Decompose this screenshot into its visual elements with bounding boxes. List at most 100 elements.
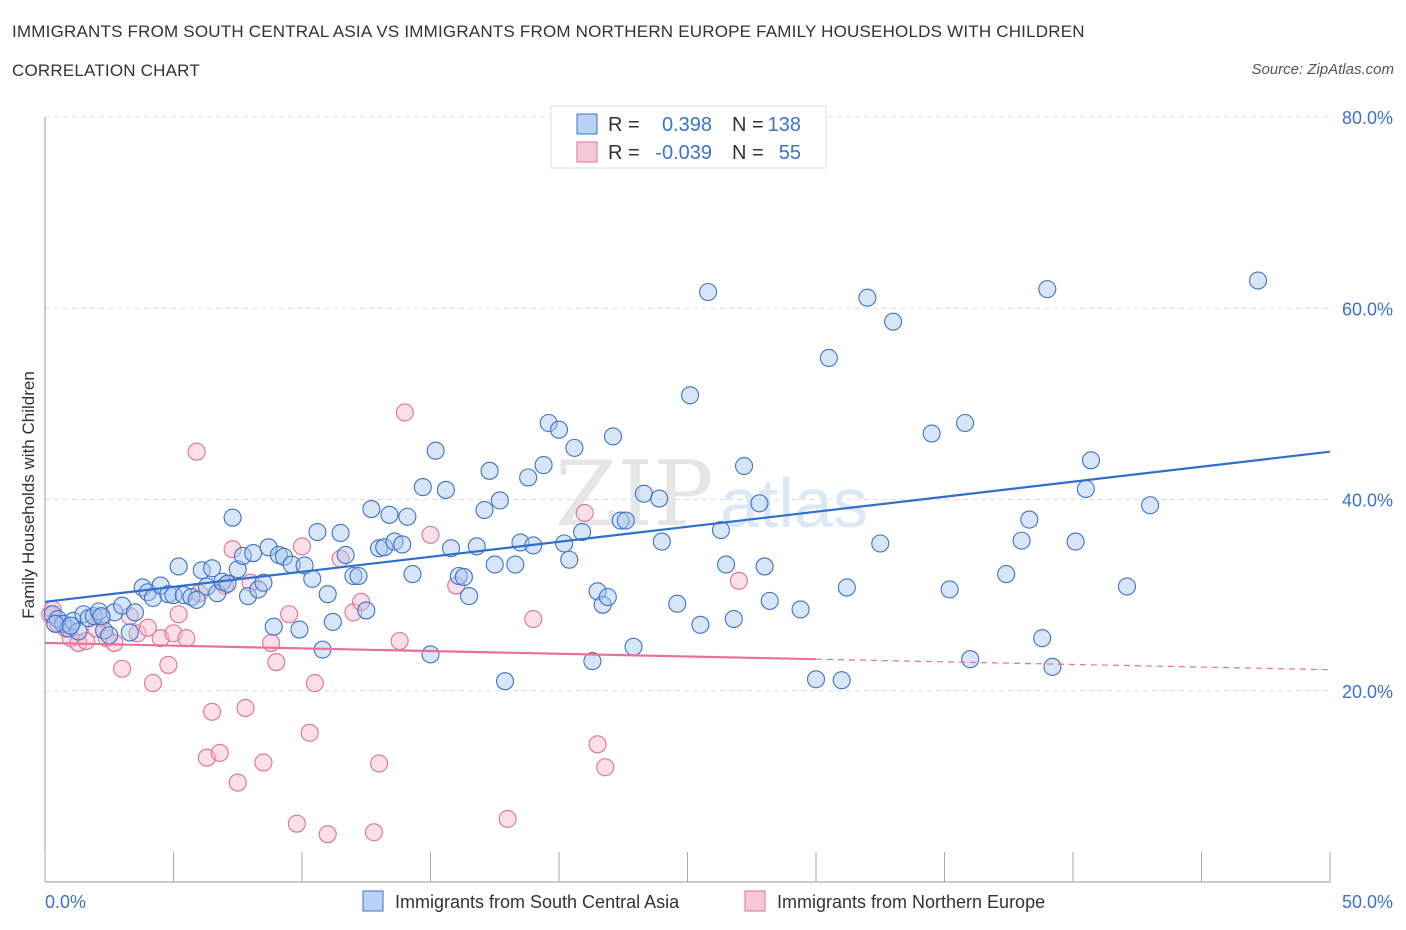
data-point <box>539 413 558 433</box>
data-point <box>603 427 623 446</box>
data-point <box>650 489 669 508</box>
data-point <box>264 617 283 636</box>
data-point <box>442 539 461 558</box>
y-tick-label: 80.0% <box>1342 108 1393 128</box>
data-point <box>187 442 206 461</box>
y-tick-label: 40.0% <box>1342 491 1393 511</box>
data-point <box>598 587 617 607</box>
bottom-legend-label-blue: Immigrants from South Central Asia <box>395 892 680 912</box>
data-point <box>403 565 422 584</box>
data-point <box>143 674 162 693</box>
data-point <box>922 424 941 443</box>
data-point <box>413 478 432 497</box>
data-point <box>1081 451 1101 470</box>
watermark: ZIP atlas <box>555 442 868 547</box>
data-point <box>318 825 337 844</box>
data-point <box>485 555 504 574</box>
data-point <box>295 556 314 575</box>
data-point <box>1012 531 1031 550</box>
data-point <box>292 537 312 556</box>
legend-n-value-pink: 55 <box>779 142 801 164</box>
watermark-zip: ZIP <box>555 442 714 547</box>
trend-lines <box>44 450 1331 671</box>
data-point <box>1020 510 1039 529</box>
y-axis-label: Family Households with Children <box>19 371 38 619</box>
data-point <box>1141 496 1160 515</box>
data-point <box>449 566 468 586</box>
data-point <box>336 545 355 565</box>
data-point <box>95 621 114 640</box>
top-legend: R = 0.398 N = 138 R = -0.039 N = 55 <box>550 105 827 169</box>
data-point <box>634 484 653 503</box>
data-point <box>624 637 643 656</box>
data-point <box>352 592 371 611</box>
data-point <box>223 508 242 527</box>
data-point <box>871 534 890 553</box>
data-point <box>364 823 384 842</box>
data-point <box>203 702 222 721</box>
data-point <box>344 566 363 586</box>
legend-n-value-blue: 138 <box>768 114 801 136</box>
data-point <box>233 546 252 565</box>
watermark-atlas: atlas <box>720 464 868 542</box>
data-point <box>113 659 132 678</box>
data-point <box>699 282 718 302</box>
data-point <box>370 754 389 773</box>
chart-subtitle: CORRELATION CHART <box>12 61 200 80</box>
data-point <box>755 557 774 576</box>
data-point <box>274 547 294 566</box>
data-point <box>303 569 322 588</box>
y-tick-label: 20.0% <box>1342 682 1393 702</box>
data-point <box>832 671 851 690</box>
data-point <box>393 535 412 554</box>
data-point <box>734 456 754 476</box>
legend-r-value-blue: 0.398 <box>662 114 712 136</box>
data-point <box>287 814 306 833</box>
data-point <box>681 386 700 405</box>
data-point <box>668 594 687 613</box>
data-point <box>125 603 144 622</box>
legend-n-label-blue: N = <box>732 114 764 136</box>
data-point <box>495 672 515 691</box>
data-point <box>395 403 414 422</box>
chart-title: IMMIGRANTS FROM SOUTH CENTRAL ASIA VS IM… <box>12 22 1085 41</box>
data-point <box>228 560 247 579</box>
data-point <box>169 557 188 576</box>
source-credit: Source: ZipAtlas.com <box>1251 61 1394 78</box>
data-point <box>1117 577 1137 596</box>
data-point <box>280 605 299 624</box>
data-point <box>729 571 748 590</box>
data-point <box>228 773 247 792</box>
data-point <box>498 809 517 828</box>
data-point <box>750 494 769 513</box>
data-point <box>61 616 80 635</box>
y-tick-label: 60.0% <box>1342 299 1393 319</box>
data-point <box>357 601 376 620</box>
data-point <box>1043 657 1062 676</box>
data-point <box>290 620 309 639</box>
data-point <box>560 550 579 569</box>
data-point <box>1076 479 1095 499</box>
data-point <box>169 605 188 624</box>
data-point <box>588 582 607 601</box>
axes <box>44 117 1331 883</box>
data-point <box>519 468 538 487</box>
data-point <box>534 456 553 475</box>
data-point <box>92 607 111 626</box>
data-point <box>956 413 975 433</box>
x-tick-label-min: 0.0% <box>45 892 86 912</box>
data-point <box>203 559 222 578</box>
data-point <box>596 758 615 777</box>
data-point <box>223 540 242 559</box>
data-point <box>323 612 342 631</box>
data-point <box>711 521 730 540</box>
data-point <box>506 555 525 574</box>
data-point <box>1038 280 1057 299</box>
bottom-legend-swatch-pink <box>744 890 766 912</box>
data-point <box>259 538 278 557</box>
bottom-legend-label-pink: Immigrants from Northern Europe <box>777 892 1045 912</box>
data-point <box>362 500 381 519</box>
data-point <box>961 650 980 669</box>
data-point <box>177 629 196 648</box>
